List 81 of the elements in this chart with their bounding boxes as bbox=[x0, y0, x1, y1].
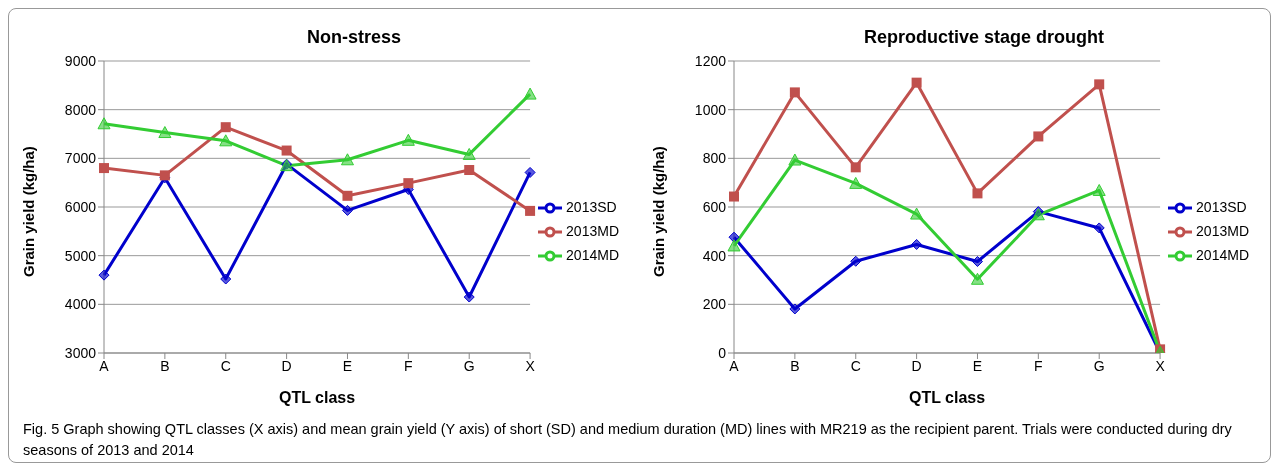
legend-label: 2013MD bbox=[1196, 222, 1249, 239]
point bbox=[98, 269, 110, 281]
point bbox=[524, 166, 536, 178]
point bbox=[729, 191, 739, 202]
legend-label: 2013MD bbox=[566, 222, 619, 239]
point bbox=[911, 77, 922, 88]
x-tick-label: E bbox=[972, 357, 983, 374]
x-tick-label: G bbox=[1093, 357, 1105, 374]
chart-title: Reproductive stage drought bbox=[863, 27, 1105, 49]
x-tick-label: E bbox=[342, 357, 353, 374]
point bbox=[971, 256, 983, 268]
x-axis-title: QTL class bbox=[908, 389, 986, 406]
y-tick-label: 0 bbox=[718, 344, 727, 361]
x-tick-label: B bbox=[160, 357, 170, 374]
y-tick-label: 1000 bbox=[694, 101, 727, 118]
point bbox=[1093, 222, 1105, 234]
point bbox=[281, 145, 292, 156]
x-tick-label: X bbox=[525, 357, 536, 374]
legend-label: 2013SD bbox=[1196, 198, 1247, 215]
y-tick-label: 400 bbox=[702, 247, 727, 264]
point bbox=[970, 272, 984, 285]
point bbox=[850, 162, 861, 173]
x-tick-label: F bbox=[404, 357, 413, 374]
point bbox=[158, 126, 172, 139]
point bbox=[525, 205, 536, 216]
point bbox=[1092, 183, 1106, 196]
x-tick-label: D bbox=[281, 357, 292, 374]
point bbox=[911, 238, 923, 250]
legend-label: 2014MD bbox=[1196, 246, 1249, 263]
point bbox=[220, 273, 232, 285]
y-tick-label: 200 bbox=[702, 296, 727, 313]
x-tick-label: X bbox=[1155, 357, 1166, 374]
y-tick-label: 3000 bbox=[64, 344, 97, 361]
point bbox=[341, 204, 353, 216]
point bbox=[728, 231, 740, 243]
point bbox=[403, 178, 414, 189]
point bbox=[1033, 131, 1044, 142]
y-tick-label: 1200 bbox=[694, 52, 727, 69]
point bbox=[342, 190, 353, 201]
y-tick-label: 4000 bbox=[64, 296, 97, 313]
x-tick-label: C bbox=[220, 357, 231, 374]
point bbox=[727, 239, 741, 252]
y-tick-label: 9000 bbox=[64, 52, 97, 69]
point bbox=[220, 122, 231, 133]
y-tick-label: 800 bbox=[702, 150, 727, 167]
y-tick-label: 6000 bbox=[64, 198, 97, 215]
x-tick-label: F bbox=[1034, 357, 1043, 374]
point bbox=[1094, 79, 1105, 90]
y-axis-title: Grain yield (kg/ha) bbox=[650, 146, 668, 277]
point bbox=[219, 134, 233, 147]
x-tick-label: A bbox=[729, 357, 740, 374]
point bbox=[910, 207, 924, 220]
legend-label: 2013SD bbox=[566, 198, 617, 215]
point bbox=[99, 163, 109, 174]
chart-title: Non-stress bbox=[306, 27, 402, 49]
caption: Fig. 5 Graph showing QTL classes (X axis) and mean grain yield (Y axis) of short (SD) and medium duration (MD) lines with MR219 as the recipient parent. Trials were conducted during dry seasons of 2013 and 2014 bbox=[22, 420, 1233, 460]
x-tick-label: C bbox=[850, 357, 861, 374]
point bbox=[463, 291, 475, 303]
y-tick-label: 5000 bbox=[64, 247, 97, 264]
point bbox=[340, 153, 354, 166]
point bbox=[850, 255, 862, 267]
y-tick-label: 600 bbox=[702, 198, 727, 215]
x-tick-label: D bbox=[911, 357, 922, 374]
x-tick-label: B bbox=[790, 357, 800, 374]
point bbox=[789, 87, 800, 98]
y-tick-label: 8000 bbox=[64, 101, 97, 118]
legend-label: 2014MD bbox=[566, 246, 619, 263]
point bbox=[972, 188, 983, 199]
point bbox=[97, 117, 111, 130]
point bbox=[401, 133, 415, 146]
point bbox=[788, 153, 802, 166]
x-tick-label: A bbox=[99, 357, 110, 374]
point bbox=[789, 303, 801, 315]
point bbox=[523, 87, 537, 100]
x-axis-title: QTL class bbox=[278, 389, 356, 406]
y-tick-label: 7000 bbox=[64, 150, 97, 167]
y-axis-title: Grain yield (kg/ha) bbox=[20, 146, 38, 277]
point bbox=[464, 165, 475, 176]
x-tick-label: G bbox=[463, 357, 475, 374]
point bbox=[849, 176, 863, 189]
point bbox=[462, 147, 476, 160]
